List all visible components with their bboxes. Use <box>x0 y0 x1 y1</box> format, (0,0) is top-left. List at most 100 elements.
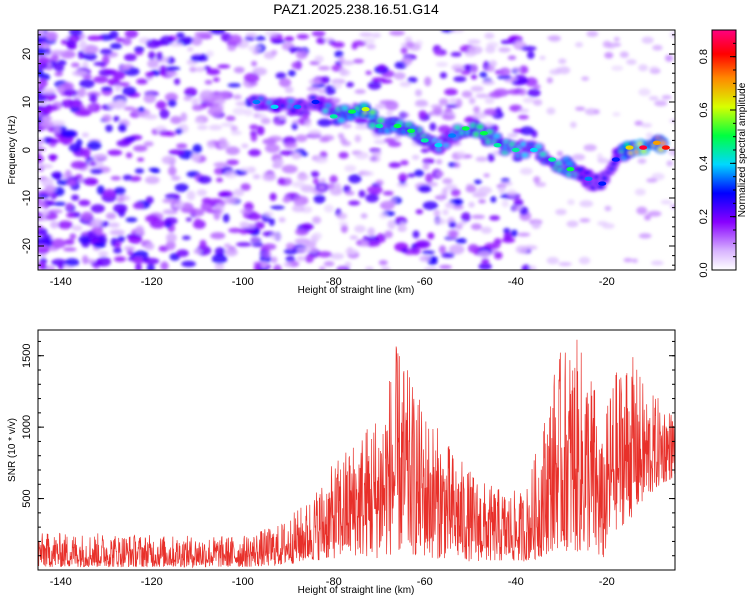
noise-blob <box>221 122 234 127</box>
noise-blob <box>291 204 305 213</box>
noise-blob <box>109 42 123 50</box>
noise-blob <box>194 31 211 38</box>
noise-blob <box>371 150 382 157</box>
noise-blob <box>145 39 161 49</box>
ridge-point <box>270 104 279 110</box>
noise-blob <box>493 88 509 97</box>
noise-blob <box>664 54 674 62</box>
noise-blob <box>170 42 183 47</box>
noise-blob <box>422 201 438 210</box>
noise-blob <box>261 250 272 259</box>
noise-blob <box>115 37 125 42</box>
noise-blob <box>170 175 181 181</box>
noise-blob <box>597 221 608 226</box>
noise-blob <box>296 255 306 262</box>
noise-blob <box>468 97 476 105</box>
noise-blob <box>87 140 102 151</box>
noise-blob <box>344 190 355 196</box>
noise-blob <box>54 71 63 77</box>
noise-blob <box>214 207 222 216</box>
noise-blob <box>379 99 395 105</box>
noise-blob <box>636 206 648 215</box>
noise-blob <box>336 212 348 220</box>
ridge-blob <box>454 125 462 130</box>
ridge-point <box>611 157 620 162</box>
noise-blob <box>367 227 376 237</box>
noise-blob <box>354 151 369 160</box>
noise-blob <box>199 239 207 250</box>
noise-blob <box>38 142 43 148</box>
noise-blob <box>499 181 513 186</box>
noise-blob <box>136 78 148 85</box>
top-x-tick-label: -60 <box>417 276 433 288</box>
noise-blob <box>74 110 91 117</box>
noise-blob <box>432 106 443 116</box>
noise-blob <box>57 59 67 67</box>
noise-blob <box>518 88 527 96</box>
noise-blob <box>220 143 228 150</box>
noise-blob <box>438 98 449 106</box>
noise-blob <box>317 118 333 127</box>
noise-blob <box>533 176 541 184</box>
noise-blob <box>144 242 155 251</box>
noise-blob <box>217 191 231 198</box>
noise-blob <box>232 94 242 100</box>
noise-blob <box>342 185 351 193</box>
noise-blob <box>53 201 67 207</box>
noise-blob <box>441 187 448 198</box>
noise-blob <box>200 201 213 212</box>
noise-blob <box>252 67 268 76</box>
noise-blob <box>191 152 201 162</box>
noise-blob <box>123 53 137 62</box>
ridge-point <box>461 126 470 131</box>
noise-blob <box>260 117 271 125</box>
bottom-x-tick-label: -80 <box>326 576 342 588</box>
ridge-point <box>493 143 502 148</box>
noise-blob <box>38 231 46 236</box>
noise-blob <box>185 217 192 222</box>
noise-blob <box>128 234 143 244</box>
noise-blob <box>184 87 198 97</box>
noise-blob <box>68 143 81 153</box>
noise-blob <box>479 71 488 78</box>
noise-blob <box>512 66 522 73</box>
noise-blob <box>583 144 597 152</box>
noise-blob <box>415 239 431 249</box>
noise-blob <box>262 173 277 182</box>
noise-blob <box>490 196 497 203</box>
noise-blob <box>578 256 591 265</box>
noise-blob <box>201 197 212 204</box>
noise-blob <box>182 235 191 241</box>
noise-blob <box>503 232 512 240</box>
ridge-blob <box>287 99 295 104</box>
noise-blob <box>70 62 80 68</box>
noise-blob <box>65 202 74 211</box>
noise-blob <box>278 77 292 88</box>
noise-blob <box>400 248 409 253</box>
noise-blob <box>227 44 237 52</box>
noise-blob <box>159 108 170 119</box>
noise-blob <box>304 247 312 253</box>
colorbar-tick-label: 0.6 <box>698 102 710 117</box>
noise-blob <box>145 214 160 223</box>
ridge-point <box>361 107 370 112</box>
noise-blob <box>539 55 546 61</box>
noise-blob <box>275 72 287 79</box>
noise-blob <box>109 30 119 40</box>
noise-blob <box>66 212 76 218</box>
noise-blob <box>437 193 444 202</box>
noise-blob <box>380 266 391 270</box>
top-y-axis-label: Frequency (Hz) <box>7 116 18 185</box>
noise-blob <box>411 246 421 256</box>
noise-blob <box>101 86 113 91</box>
noise-blob <box>411 154 420 160</box>
noise-blob <box>199 90 215 100</box>
noise-blob <box>49 138 60 144</box>
noise-blob <box>166 71 178 77</box>
noise-blob <box>284 141 298 149</box>
ridge-blob <box>309 95 317 100</box>
noise-blob <box>579 218 591 223</box>
noise-blob <box>110 175 121 181</box>
noise-blob <box>439 72 448 79</box>
noise-blob <box>399 81 412 87</box>
